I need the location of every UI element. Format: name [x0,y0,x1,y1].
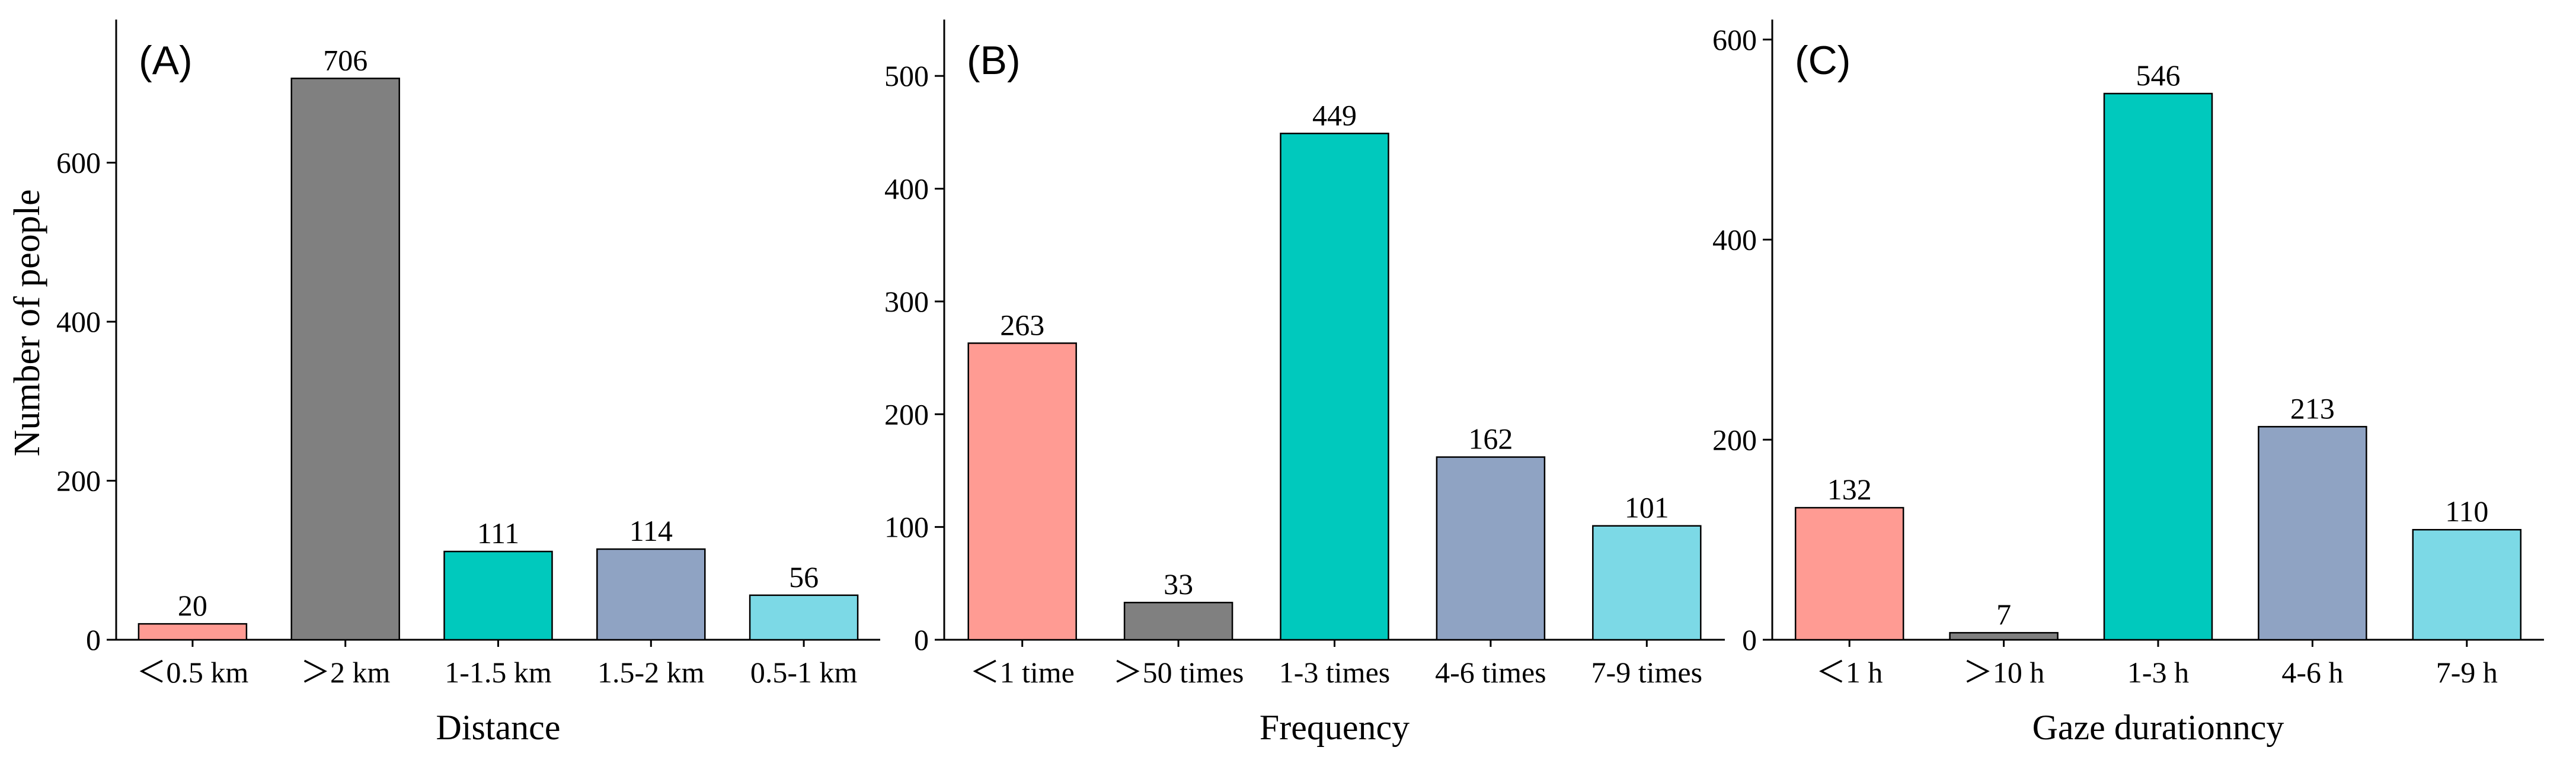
bar-value-label: 20 [178,589,207,622]
y-tick-label: 0 [1742,623,1757,656]
x-tick-label: 7-9 h [2436,656,2498,689]
bar-value-label: 7 [1996,598,2011,631]
bar-4 [1436,456,1546,641]
bar-3 [2103,92,2213,641]
bar-value-label: 162 [1468,422,1513,456]
chart-panel-3: 0 200 400 600 132 ＜1 h 7 ＞10 h 546 1-3 h 213 4-6 h 1… [1712,20,2544,747]
x-axis-title: Frequency [1260,708,1410,747]
y-tick-label: 200 [884,397,929,431]
bar-value-label: 449 [1312,98,1357,132]
bar-5 [749,594,859,641]
y-tick-label: 500 [884,59,929,92]
bar-4 [596,548,706,641]
y-tick-label: 600 [1712,23,1757,56]
x-tick-label: ＜0.5 km [136,656,248,689]
y-tick-label: 200 [56,464,101,498]
bar-5 [2412,528,2522,641]
chart-panel-1: 0 200 400 600 20 ＜0.5 km 706 ＞2 km 111 1-1.5 km 11… [56,20,880,747]
x-tick-label: 0.5-1 km [750,656,858,689]
panel-label: (A) [139,38,193,83]
bar-value-label: 110 [2445,495,2488,528]
y-tick-label: 600 [56,146,101,179]
x-axis-title: Distance [436,708,561,747]
bar-1 [138,623,248,641]
bar-value-label: 706 [323,43,367,76]
bar-value-label: 213 [2290,392,2335,425]
x-tick-label: 1-3 times [1279,656,1390,689]
y-tick-label: 0 [86,623,101,656]
x-tick-label: 4-6 times [1435,656,1546,689]
panel-label: (B) [967,38,1021,83]
x-tick-label: 7-9 times [1591,656,1702,689]
bar-value-label: 132 [1827,473,1872,506]
y-tick-label: 400 [56,305,101,338]
y-tick-label: 400 [884,172,929,206]
x-tick-label: 1-3 h [2127,656,2189,689]
x-tick-label: ＜1 h [1816,656,1883,689]
bar-3 [443,550,553,641]
bar-4 [2258,426,2367,641]
chart-panels: 0 200 400 600 20 ＜0.5 km 706 ＞2 km 111 1-1.5 km 11… [56,20,2544,747]
bar-value-label: 111 [477,517,519,550]
x-tick-label: 1.5-2 km [597,656,705,689]
x-tick-label: ＞10 h [1963,656,2045,689]
x-tick-label: ＞2 km [301,656,390,689]
chart-panel-2: 0 100 200 300 400 500 263 ＜1 time 33 ＞50 times 449… [884,20,1725,747]
x-tick-label: ＞50 times [1113,656,1244,689]
bar-2 [290,78,400,641]
bar-5 [1592,525,1702,641]
y-tick-label: 200 [1712,423,1757,456]
bar-1 [967,342,1077,641]
bar-value-label: 114 [629,514,673,547]
bar-value-label: 101 [1625,491,1669,524]
bar-2 [1123,601,1233,641]
x-tick-label: ＜1 time [970,656,1075,689]
bar-value-label: 263 [1000,308,1044,341]
x-tick-label: 1-1.5 km [445,656,552,689]
y-tick-label: 0 [914,623,929,656]
y-tick-label: 400 [1712,223,1757,256]
bar-value-label: 546 [2136,59,2181,92]
bar-2 [1949,631,2059,641]
bar-3 [1280,133,1389,641]
x-axis-title: Gaze durationncy [2032,708,2284,747]
bar-value-label: 33 [1164,567,1193,601]
x-tick-label: 4-6 h [2281,656,2343,689]
y-tick-label: 300 [884,285,929,318]
bar-1 [1794,506,1904,641]
y-axis-title: Number of people [7,189,47,456]
y-tick-label: 100 [884,511,929,544]
panel-label: (C) [1795,38,1850,83]
bar-value-label: 56 [789,560,819,594]
